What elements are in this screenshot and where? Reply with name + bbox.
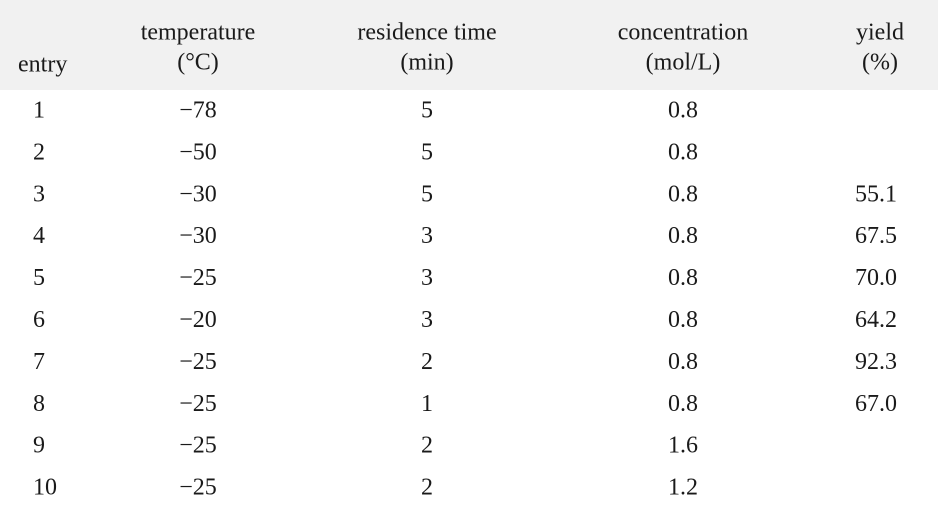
column-unit: (%) (862, 50, 898, 76)
table-cell: −20 (179, 307, 217, 333)
table-cell: 3 (421, 265, 433, 291)
table-cell: 1.6 (668, 433, 698, 459)
table-cell: 1 (421, 391, 433, 417)
table-cell: 5 (421, 181, 433, 207)
table-cell: 64.2 (855, 307, 897, 333)
table-cell: 92.3 (855, 349, 897, 375)
table-cell: 67.0 (855, 391, 897, 417)
table-cell: 0.8 (668, 391, 698, 417)
table-cell: −50 (179, 139, 217, 165)
table-cell: 0.8 (668, 139, 698, 165)
table-cell: 0.8 (668, 265, 698, 291)
column-unit: (mol/L) (646, 50, 721, 76)
table-cell: −30 (179, 223, 217, 249)
column-header: residence time (357, 20, 496, 46)
column-header: temperature (141, 20, 256, 46)
table-cell: 1 (33, 98, 45, 124)
column-header: entry (18, 52, 67, 78)
table-cell: 5 (421, 139, 433, 165)
table-cell: 4 (33, 223, 45, 249)
table-cell: 0.8 (668, 349, 698, 375)
column-header: yield (856, 20, 904, 46)
table-cell: 67.5 (855, 223, 897, 249)
table-cell: 9 (33, 433, 45, 459)
table-cell: 2 (33, 139, 45, 165)
table-cell: 5 (421, 98, 433, 124)
table-cell: 3 (421, 307, 433, 333)
table-cell: 70.0 (855, 265, 897, 291)
table-cell: 2 (421, 349, 433, 375)
table-cell: −25 (179, 475, 217, 501)
body-background (0, 90, 938, 522)
table-cell: 10 (33, 475, 57, 501)
table-cell: −25 (179, 349, 217, 375)
table-cell: 3 (421, 223, 433, 249)
table-cell: 0.8 (668, 98, 698, 124)
table-cell: 55.1 (855, 181, 897, 207)
header-background (0, 0, 938, 90)
table-cell: −78 (179, 98, 217, 124)
table-cell: 0.8 (668, 223, 698, 249)
table-cell: −25 (179, 433, 217, 459)
table-cell: 2 (421, 475, 433, 501)
table-cell: 0.8 (668, 307, 698, 333)
table-cell: −25 (179, 391, 217, 417)
column-unit: (°C) (177, 50, 219, 76)
table-cell: 6 (33, 307, 45, 333)
table-cell: 8 (33, 391, 45, 417)
table-cell: 3 (33, 181, 45, 207)
column-unit: (min) (400, 50, 453, 76)
table-cell: 7 (33, 349, 45, 375)
table-cell: 0.8 (668, 181, 698, 207)
table-cell: 5 (33, 265, 45, 291)
table-cell: 1.2 (668, 475, 698, 501)
table-cell: −25 (179, 265, 217, 291)
table-cell: −30 (179, 181, 217, 207)
table-cell: 2 (421, 433, 433, 459)
column-header: concentration (618, 20, 749, 46)
